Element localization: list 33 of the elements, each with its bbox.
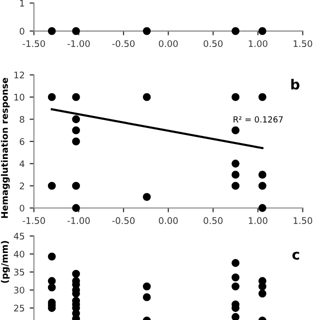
y-tick-label: 30 xyxy=(14,286,24,294)
x-tick-label: -0.50 xyxy=(112,217,135,224)
y-tick-label: 0 xyxy=(20,204,24,212)
annotation: c xyxy=(292,252,300,260)
y-tick-label: 25 xyxy=(14,304,24,312)
x-tick-label: 1.50 xyxy=(294,40,312,48)
y-axis-title: Hemagglutination response xyxy=(0,78,10,218)
y-tick-label: 1 xyxy=(20,0,24,6)
x-tick-label: 1.50 xyxy=(294,217,312,224)
annotation: b xyxy=(291,78,300,90)
y-tick-label: 8 xyxy=(20,116,24,123)
x-tick-label: -1.50 xyxy=(22,40,45,48)
x-tick-label: 0.00 xyxy=(158,40,178,48)
y-tick-label: 0 xyxy=(20,28,24,35)
y-tick-label: 4 xyxy=(20,160,24,168)
x-tick-label: -1.50 xyxy=(22,217,45,224)
y-tick-label: 12 xyxy=(14,72,24,78)
y-tick-label: 10 xyxy=(14,94,24,101)
x-tick-label: 1.00 xyxy=(248,40,268,48)
x-tick-label: -0.50 xyxy=(112,40,135,48)
y-tick-label: 40 xyxy=(14,250,24,258)
x-tick-label: 0.50 xyxy=(204,40,223,48)
x-tick-label: 0.00 xyxy=(158,217,178,224)
y-tick-label: 35 xyxy=(14,268,24,276)
annotation: R² = 0.1267 xyxy=(234,116,283,123)
x-tick-label: 1.00 xyxy=(248,217,268,224)
y-axis-title: (pg/mm) xyxy=(0,241,10,283)
y-tick-label: 6 xyxy=(20,138,24,145)
y-tick-label: 45 xyxy=(14,232,24,240)
x-tick-label: -1.00 xyxy=(67,40,90,48)
x-tick-label: 0.50 xyxy=(204,217,223,224)
y-tick-label: 2 xyxy=(20,182,24,190)
x-tick-label: -1.00 xyxy=(67,217,90,224)
